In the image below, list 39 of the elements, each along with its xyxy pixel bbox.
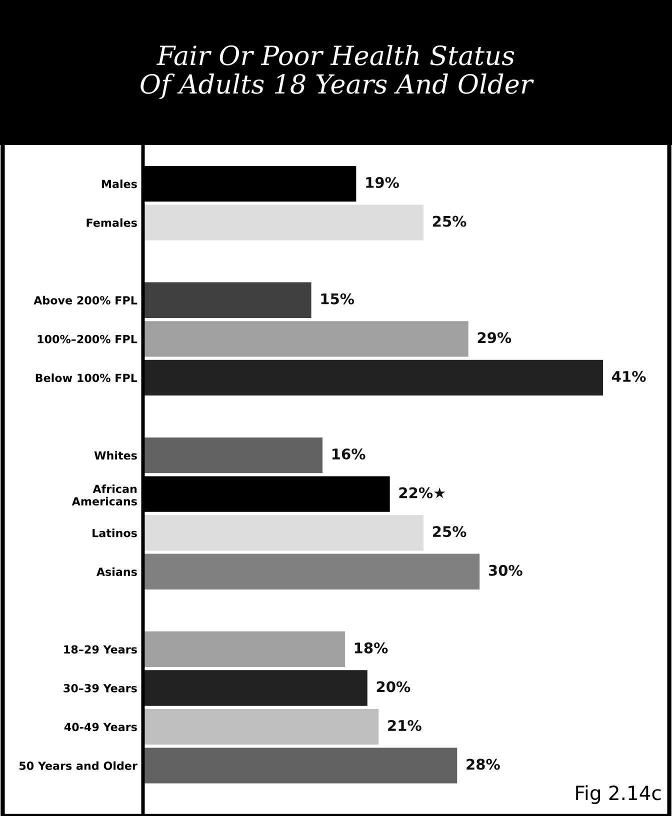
data-label: 21%: [388, 720, 422, 732]
data-label: 28%: [466, 758, 500, 770]
bar: [143, 515, 424, 551]
bar: [143, 748, 458, 784]
y-tick-label: 100%–200% FPL: [38, 334, 138, 344]
bar: [143, 631, 345, 668]
y-tick-label: Females: [86, 218, 137, 227]
y-tick-label: 50 Years and Older: [19, 761, 138, 770]
data-label: 15%: [321, 293, 354, 304]
bar: [143, 204, 424, 240]
bar: [143, 282, 312, 318]
bar: [143, 437, 323, 474]
data-label: 25%: [432, 216, 466, 227]
y-tick-label: 18–29 Years: [64, 645, 137, 654]
chart-title: Fair Or Poor Health Status Of Adults 18 Years And Older: [140, 44, 534, 100]
bar: [143, 670, 368, 706]
y-tick-label: Asians: [96, 567, 137, 576]
data-label: 41%: [612, 370, 646, 382]
data-label: 19%: [366, 176, 399, 188]
y-tick-label: 30–39 Years: [64, 684, 137, 692]
data-label: 16%: [332, 448, 366, 460]
y-tick-label: Above 200% FPL: [34, 296, 138, 305]
data-label: 25%: [432, 526, 466, 538]
y-tick-label: Latinos: [92, 528, 137, 538]
data-label: 20%: [376, 681, 410, 692]
bar: [143, 708, 379, 745]
y-tick-label: 40-49 Years: [64, 722, 137, 732]
y-tick-label: Males: [102, 180, 137, 188]
y-tick-label: Below 100% FPL: [36, 373, 138, 382]
data-label: 30%: [488, 564, 522, 576]
data-label: 18%: [354, 642, 388, 654]
bar: [143, 360, 603, 396]
data-label: 29%: [478, 332, 512, 344]
bar: [143, 321, 468, 357]
y-tick-label: Whites: [94, 451, 137, 460]
data-label: 22%★: [399, 487, 446, 498]
annotation: Fig 2.14c: [576, 785, 661, 804]
bar: [143, 554, 480, 590]
y-tick-label: African Americans: [72, 484, 137, 506]
